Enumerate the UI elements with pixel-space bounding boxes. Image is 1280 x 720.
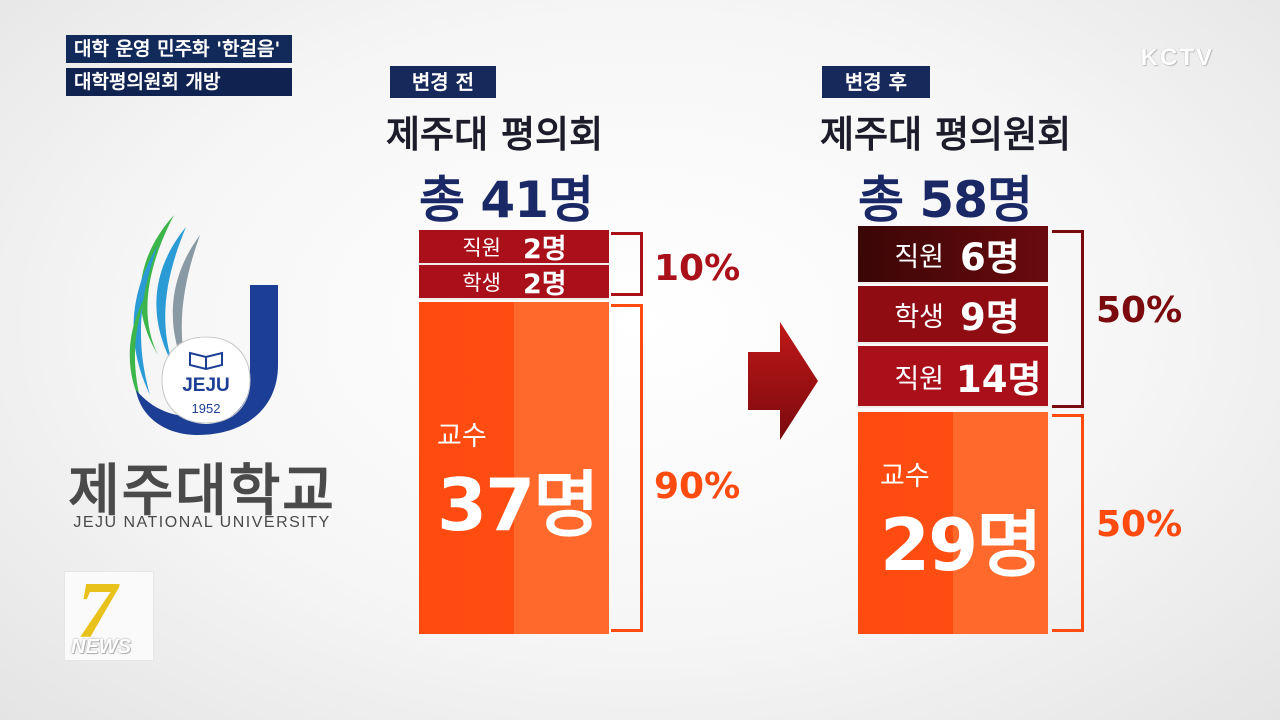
after-title: 제주대 평의원회 — [820, 113, 1072, 156]
news-7-badge: 7 NEWS — [64, 567, 154, 661]
after-row-staff-2: 직원 14명 — [858, 346, 1048, 408]
kctv-watermark: KCTV — [1140, 44, 1214, 71]
headline-line1: 대학 운영 민주화 '한걸음' — [66, 35, 292, 63]
row-value: 14명 — [956, 358, 1042, 401]
row-label: 직원 — [462, 235, 501, 260]
news-word: NEWS — [71, 636, 131, 658]
after-row-student: 학생 9명 — [858, 286, 1048, 344]
headline-line2: 대학평의원회 개방 — [66, 68, 292, 96]
arrow-right-icon — [748, 322, 818, 440]
news-number: 7 — [77, 567, 117, 655]
before-pct-large: 90% — [654, 466, 741, 507]
row-label: 직원 — [894, 363, 944, 395]
before-row-staff: 직원 2명 — [419, 230, 609, 265]
after-pct-large: 50% — [1096, 504, 1183, 545]
row-label: 학생 — [462, 270, 501, 295]
after-professor-block: 교수 29명 — [858, 412, 1048, 634]
after-total: 총 58명 — [858, 171, 1033, 229]
after-tag: 변경 후 — [822, 66, 930, 98]
before-total: 총 41명 — [419, 171, 594, 229]
before-bracket-small — [611, 232, 643, 296]
emblem-year: 1952 — [192, 401, 221, 416]
professor-value: 37명 — [437, 463, 599, 547]
before-bracket-large — [611, 304, 643, 632]
before-title: 제주대 평의회 — [386, 113, 604, 156]
emblem-text: JEJU — [182, 375, 230, 396]
before-tag: 변경 전 — [390, 66, 496, 98]
row-label: 학생 — [894, 301, 944, 333]
row-value: 6명 — [960, 236, 1020, 279]
row-value: 9명 — [960, 296, 1020, 339]
before-row-student: 학생 2명 — [419, 265, 609, 300]
university-name-ko: 제주대학교 — [68, 459, 336, 524]
row-value: 2명 — [523, 234, 567, 265]
before-professor-block: 교수 37명 — [419, 302, 609, 634]
row-value: 2명 — [523, 269, 567, 300]
before-pct-small: 10% — [654, 248, 741, 289]
row-label: 직원 — [894, 241, 944, 273]
after-row-staff: 직원 6명 — [858, 226, 1048, 284]
after-bracket-top — [1052, 230, 1084, 408]
professor-label: 교수 — [880, 461, 930, 492]
after-bracket-bottom — [1052, 414, 1084, 632]
jeju-university-emblem: JEJU 1952 — [129, 215, 278, 435]
after-pct-small: 50% — [1096, 290, 1183, 331]
university-name-en: JEJU NATIONAL UNIVERSITY — [73, 514, 331, 531]
professor-label: 교수 — [437, 421, 487, 452]
professor-value: 29명 — [880, 503, 1042, 587]
